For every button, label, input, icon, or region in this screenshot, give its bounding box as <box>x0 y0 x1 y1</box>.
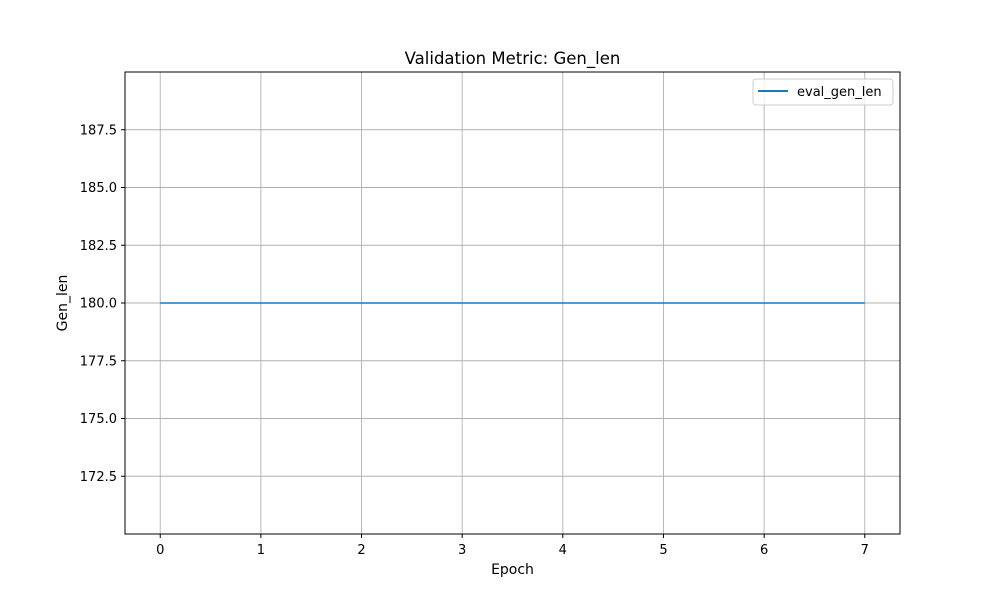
y-tick-label: 182.5 <box>80 239 117 254</box>
data-point <box>763 302 765 304</box>
x-tick-label: 3 <box>458 543 466 558</box>
y-tick-label: 177.5 <box>80 354 117 369</box>
x-tick-label: 0 <box>156 543 164 558</box>
legend-box <box>752 78 894 106</box>
x-tick-label: 4 <box>559 543 567 558</box>
data-point <box>663 302 665 304</box>
data-point <box>461 302 463 304</box>
y-tick-label: 180.0 <box>80 297 117 312</box>
y-tick-label: 187.5 <box>80 123 117 138</box>
data-point <box>260 302 262 304</box>
x-tick-label: 7 <box>861 543 869 558</box>
x-axis-ticks: 0 1 2 3 4 5 6 7 <box>156 534 869 558</box>
data-point <box>361 302 363 304</box>
chart-title: Validation Metric: Gen_len <box>405 49 621 69</box>
y-tick-label: 185.0 <box>80 181 117 196</box>
x-tick-label: 5 <box>659 543 667 558</box>
x-tick-label: 2 <box>357 543 365 558</box>
x-axis-label: Epoch <box>491 562 534 578</box>
data-point <box>159 302 161 304</box>
legend: eval_gen_len <box>752 78 894 106</box>
data-point <box>864 302 866 304</box>
y-tick-label: 172.5 <box>80 470 117 485</box>
data-point <box>562 302 564 304</box>
series-lines <box>159 302 866 304</box>
y-axis-ticks: 172.5 175.0 177.5 180.0 182.5 185.0 187.5 <box>80 123 125 485</box>
x-tick-label: 1 <box>257 543 265 558</box>
grid <box>125 72 900 534</box>
legend-label-eval-gen-len: eval_gen_len <box>797 85 882 100</box>
x-tick-label: 6 <box>760 543 768 558</box>
y-axis-label: Gen_len <box>55 275 71 332</box>
y-tick-label: 175.0 <box>80 412 117 427</box>
